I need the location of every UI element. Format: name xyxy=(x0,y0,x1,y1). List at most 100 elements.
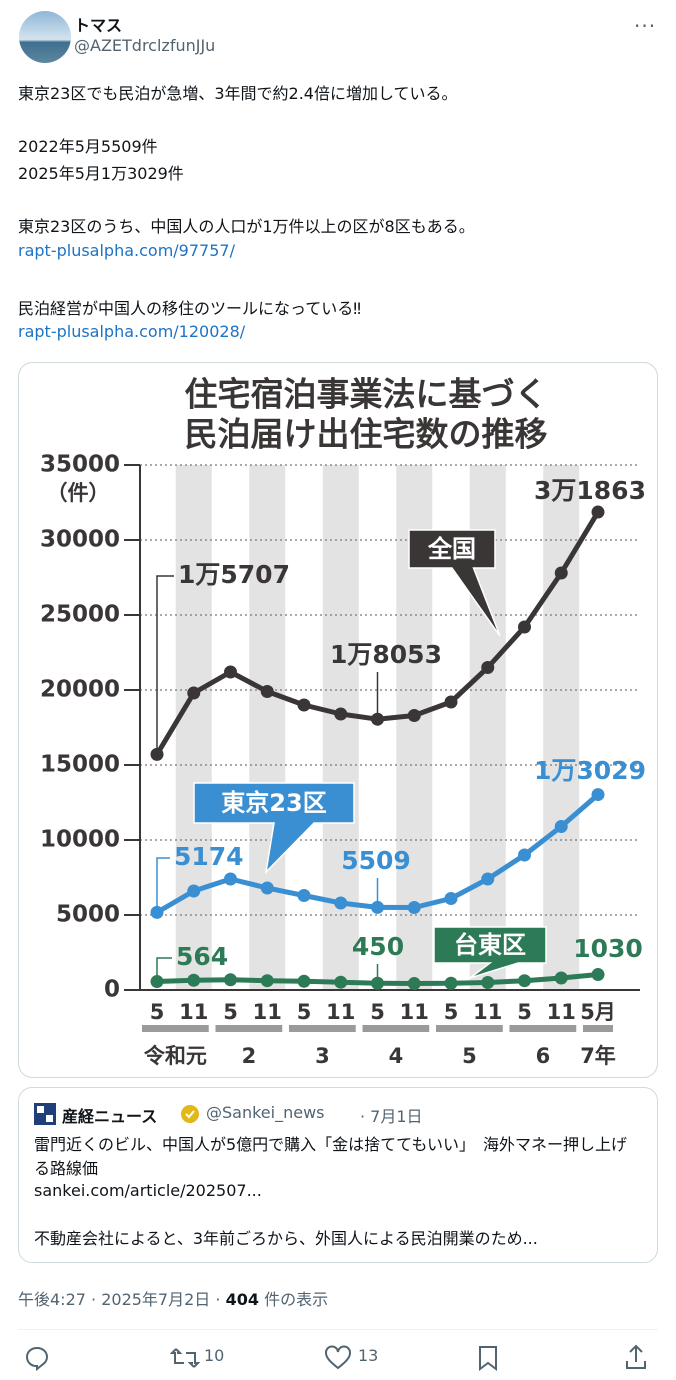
quote-card[interactable] xyxy=(18,1087,658,1263)
data-point xyxy=(224,973,237,987)
more-button[interactable]: ··· xyxy=(634,14,657,38)
chart-title: 住宅宿泊事業法に基づく xyxy=(185,375,548,414)
value-label: 1万5707 xyxy=(178,560,290,589)
quote-headline: 雷門近くのビル、中国人が5億円で購入「金は捨ててもいい」 海外マネー押し上げる路… xyxy=(34,1135,628,1178)
data-point xyxy=(444,976,458,990)
y-tick-label: 0 xyxy=(104,977,120,1003)
data-point xyxy=(224,872,237,886)
y-unit: （件） xyxy=(47,481,110,505)
reply-button[interactable] xyxy=(24,1345,50,1371)
data-point xyxy=(444,695,458,709)
year-bar xyxy=(362,1025,430,1032)
retweet-count: 10 xyxy=(204,1346,225,1365)
x-tick-label: 11 xyxy=(473,1000,502,1024)
retweet-button[interactable] xyxy=(170,1345,200,1371)
chart-title: 民泊届け出住宅数の推移 xyxy=(185,415,548,454)
data-point xyxy=(334,707,348,721)
like-count: 13 xyxy=(358,1346,379,1365)
value-label: 5509 xyxy=(341,846,411,875)
body-text: 民泊経営が中国人の移住のツールになっている‼ xyxy=(18,299,361,318)
leader-line xyxy=(156,957,172,982)
user-handle[interactable]: @AZETdrclzfunJJu xyxy=(74,36,216,55)
x-tick-label: 11 xyxy=(253,1000,282,1024)
legend-callout xyxy=(433,926,547,979)
like-button[interactable] xyxy=(324,1345,352,1371)
data-point xyxy=(297,698,311,712)
x-tick-label: 5月 xyxy=(580,1000,616,1024)
data-point xyxy=(260,881,274,895)
year-bar xyxy=(215,1025,283,1032)
body-text: 東京23区でも民泊が急増、3年間で約2.4倍に増加している。 xyxy=(18,84,458,103)
data-point xyxy=(554,820,568,833)
quote-excerpt: 不動産会社によると、3年前ごろから、外国人による民泊開業のため... xyxy=(34,1229,538,1248)
legend-callout xyxy=(408,529,501,637)
post-date[interactable]: 2025年7月2日 xyxy=(101,1290,211,1309)
data-point xyxy=(334,975,348,989)
data-point xyxy=(407,709,421,722)
data-point xyxy=(518,620,531,634)
legend-label: 東京23区 xyxy=(221,789,326,817)
divider xyxy=(18,1329,658,1330)
year-bar xyxy=(142,1025,209,1032)
value-label: 1030 xyxy=(573,934,643,963)
x-tick-label: 11 xyxy=(547,1000,576,1024)
data-point xyxy=(260,974,274,988)
y-tick-label: 15000 xyxy=(40,752,120,778)
data-point xyxy=(554,566,568,580)
y-tick-label: 25000 xyxy=(40,602,120,628)
legend-label: 全国 xyxy=(427,535,476,563)
year-label: 令和元 xyxy=(144,1044,207,1068)
quote-name: 産経ニュース xyxy=(62,1107,158,1126)
x-tick-label: 11 xyxy=(400,1000,429,1024)
user-name[interactable]: トマス xyxy=(74,16,123,35)
data-point xyxy=(554,971,568,985)
y-tick-label: 35000 xyxy=(40,452,120,478)
body-text: 2022年5月5509件 xyxy=(18,137,158,156)
year-label: 6 xyxy=(536,1044,551,1068)
data-point xyxy=(371,712,384,726)
year-label: 7年 xyxy=(580,1044,616,1068)
data-point xyxy=(224,665,237,679)
x-tick-label: 5 xyxy=(150,1000,165,1024)
share-button[interactable] xyxy=(624,1343,648,1371)
data-point xyxy=(591,505,605,519)
x-tick-label: 5 xyxy=(370,1000,385,1024)
legend-callout xyxy=(193,782,355,875)
data-point xyxy=(518,974,531,988)
data-point xyxy=(444,892,458,905)
data-point xyxy=(591,788,605,802)
post-time[interactable]: 午後4:27 xyxy=(18,1290,86,1309)
leader-line xyxy=(156,575,174,755)
legend-label: 台東区 xyxy=(454,931,526,959)
y-tick-label: 10000 xyxy=(40,827,120,853)
data-point xyxy=(371,976,384,990)
quote-link: sankei.com/article/202507... xyxy=(34,1181,262,1200)
data-point xyxy=(297,974,311,988)
x-tick-label: 11 xyxy=(326,1000,355,1024)
data-point xyxy=(518,848,531,862)
body-text: 東京23区のうち、中国人の人口が1万件以上の区が8区もある。 xyxy=(18,217,475,236)
data-point xyxy=(187,973,201,987)
x-tick-label: 5 xyxy=(223,1000,238,1024)
quote-logo xyxy=(34,1103,56,1125)
x-tick-label: 5 xyxy=(517,1000,532,1024)
data-point xyxy=(407,901,421,914)
quote-handle: @Sankei_news xyxy=(206,1103,325,1122)
data-point xyxy=(481,661,495,674)
data-point xyxy=(371,900,384,914)
view-label: 件の表示 xyxy=(264,1290,329,1309)
data-point xyxy=(481,872,495,886)
data-point xyxy=(591,968,605,982)
avatar[interactable] xyxy=(18,10,72,64)
body-text: 2025年5月1万3029件 xyxy=(18,164,184,183)
year-bar xyxy=(436,1025,503,1032)
year-label: 3 xyxy=(315,1044,330,1068)
column-stripe xyxy=(175,465,212,990)
bookmark-button[interactable] xyxy=(476,1344,500,1372)
body-link[interactable]: rapt-plusalpha.com/97757/ xyxy=(18,241,235,260)
x-tick-label: 5 xyxy=(297,1000,312,1024)
meta-line: 午後4:27 · 2025年7月2日 · 404 件の表示 xyxy=(18,1290,329,1309)
body-link[interactable]: rapt-plusalpha.com/120028/ xyxy=(18,322,246,341)
